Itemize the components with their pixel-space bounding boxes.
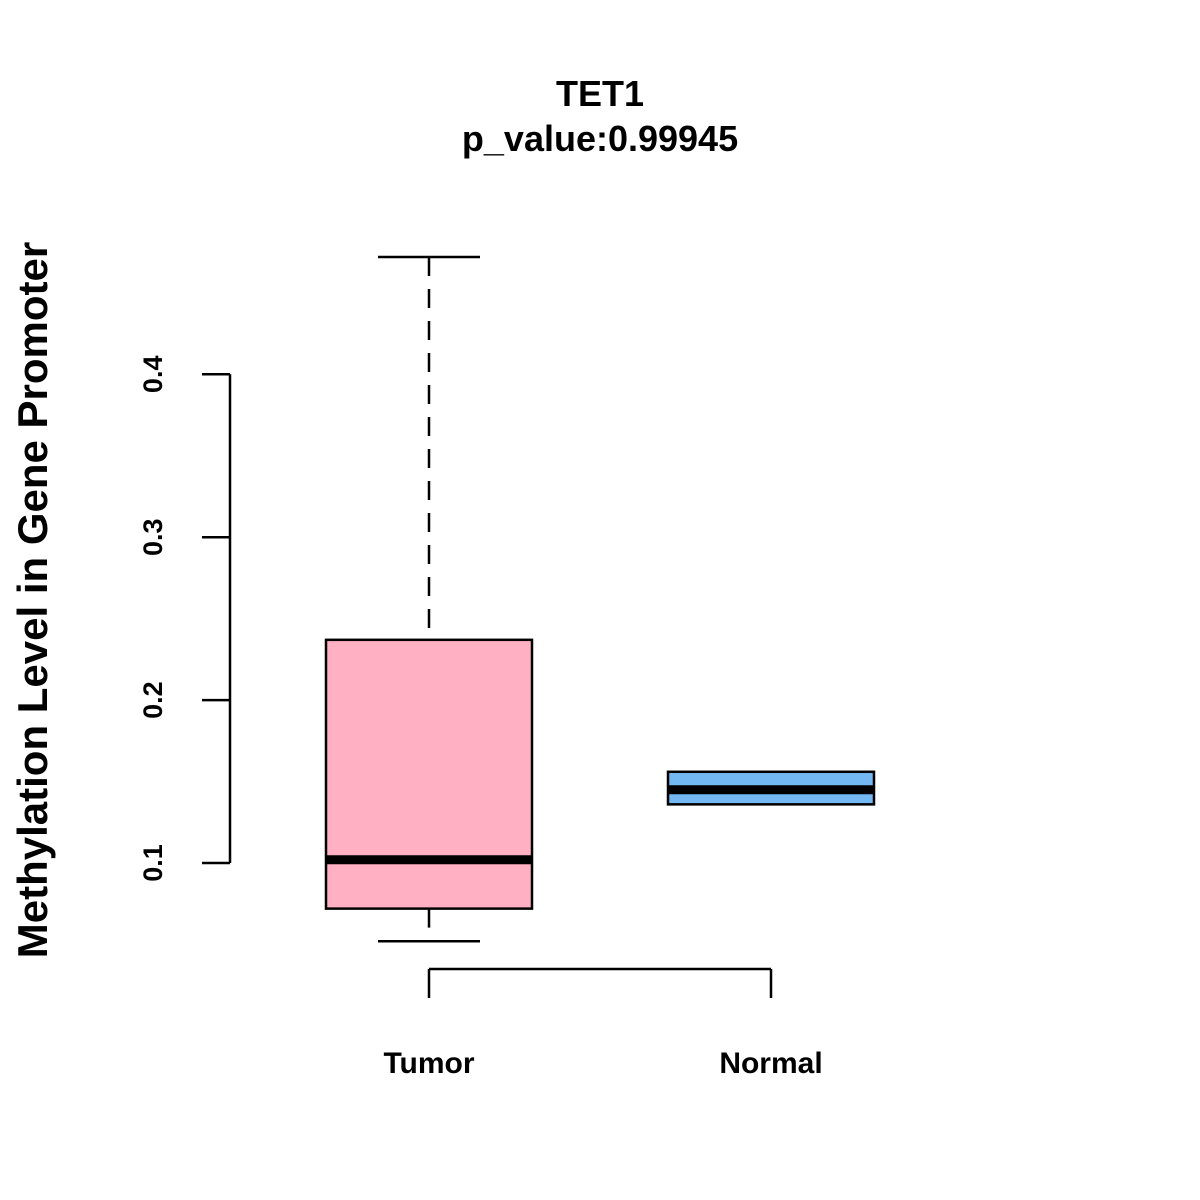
x-axis: Tumor Normal	[383, 967, 823, 1080]
y-axis-label: Methylation Level in Gene Promoter	[9, 242, 56, 958]
boxes	[324, 255, 876, 943]
y-tick-label: 0.3	[138, 518, 168, 556]
box-tumor	[324, 255, 534, 943]
x-tick-label: Normal	[719, 1047, 822, 1080]
x-tick-label: Tumor	[383, 1047, 474, 1080]
y-tick-label: 0.2	[138, 681, 168, 719]
y-axis: 0.1 0.2 0.3 0.4	[138, 356, 232, 882]
y-tick-label: 0.1	[138, 844, 168, 882]
y-tick-label: 0.4	[138, 356, 168, 394]
chart-subtitle: p_value:0.99945	[462, 118, 738, 159]
chart-title: TET1	[556, 73, 644, 114]
box-normal	[666, 770, 876, 806]
box-body	[324, 638, 534, 910]
